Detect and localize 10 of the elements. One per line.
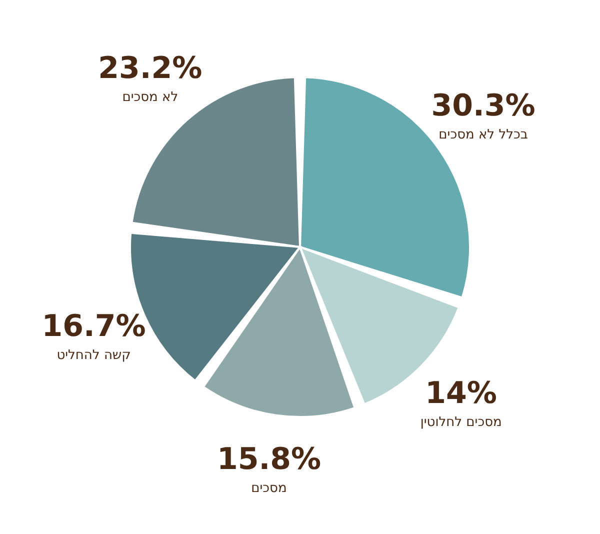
- slice-label: קשה להחליט: [56, 348, 131, 364]
- data-label: 23.2%: [98, 51, 202, 86]
- slice-label: מסכים לחלוטין: [420, 415, 502, 430]
- slice-label: לא מסכים: [122, 90, 178, 106]
- data-label: 16.7%: [42, 309, 146, 344]
- slice-label: בכלל לא מסכים: [438, 127, 528, 142]
- data-label: 30.3%: [431, 88, 536, 124]
- slice-label: מסכים: [251, 480, 287, 496]
- data-label: 14%: [425, 376, 497, 412]
- data-label: 15.8%: [216, 442, 322, 477]
